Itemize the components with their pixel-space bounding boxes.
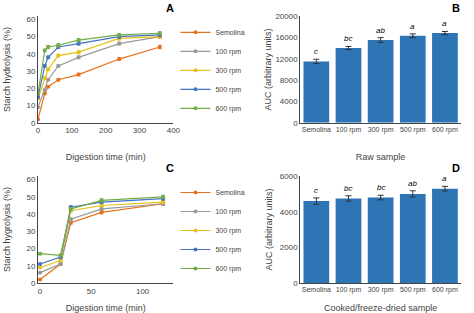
svg-text:30: 30 xyxy=(26,227,35,236)
svg-text:D: D xyxy=(452,162,460,174)
svg-text:6000: 6000 xyxy=(280,172,298,181)
svg-text:bc: bc xyxy=(377,183,385,192)
svg-text:bc: bc xyxy=(344,184,352,193)
svg-text:16000: 16000 xyxy=(275,33,298,42)
svg-text:500 rpm: 500 rpm xyxy=(400,126,426,134)
svg-text:200: 200 xyxy=(99,126,113,135)
svg-text:Starch hygrolysis (%): Starch hygrolysis (%) xyxy=(2,187,12,272)
svg-text:600 rpm: 600 rpm xyxy=(215,265,241,273)
svg-text:Digestion time (min): Digestion time (min) xyxy=(66,303,146,313)
svg-text:300: 300 xyxy=(133,126,147,135)
svg-text:Starch hydrolysis (%): Starch hydrolysis (%) xyxy=(2,27,12,112)
svg-text:Cooked/freeze-dried sample: Cooked/freeze-dried sample xyxy=(324,303,437,313)
svg-text:AUC (arbitrary units): AUC (arbitrary units) xyxy=(263,28,273,110)
svg-text:0: 0 xyxy=(38,287,43,296)
svg-text:400: 400 xyxy=(167,126,181,135)
svg-text:Semolina: Semolina xyxy=(215,29,244,36)
svg-text:4000: 4000 xyxy=(280,97,298,106)
svg-text:B: B xyxy=(452,2,460,14)
svg-text:300 rpm: 300 rpm xyxy=(215,67,241,75)
svg-text:0: 0 xyxy=(293,279,298,288)
svg-text:40: 40 xyxy=(26,210,35,219)
svg-text:100: 100 xyxy=(65,126,79,135)
svg-text:600 rpm: 600 rpm xyxy=(215,105,241,113)
svg-text:a: a xyxy=(410,22,415,31)
svg-text:Digestion time (min): Digestion time (min) xyxy=(66,152,146,162)
svg-text:Semolina: Semolina xyxy=(215,189,244,196)
svg-text:300 rpm: 300 rpm xyxy=(368,286,394,294)
svg-text:10: 10 xyxy=(26,262,35,271)
svg-text:500 rpm: 500 rpm xyxy=(215,246,241,254)
svg-text:AUC (arbitrary units): AUC (arbitrary units) xyxy=(264,189,274,271)
svg-text:100 rpm: 100 rpm xyxy=(215,48,241,56)
svg-text:C: C xyxy=(166,162,174,174)
svg-text:30: 30 xyxy=(26,67,35,76)
svg-text:20000: 20000 xyxy=(275,12,298,21)
svg-text:Semolina: Semolina xyxy=(302,126,331,133)
svg-text:60: 60 xyxy=(26,15,35,24)
svg-text:20: 20 xyxy=(26,84,35,93)
svg-text:40: 40 xyxy=(26,50,35,59)
svg-text:Raw sample: Raw sample xyxy=(356,152,406,162)
svg-text:0: 0 xyxy=(31,119,36,128)
svg-text:100: 100 xyxy=(136,287,150,296)
svg-text:bc: bc xyxy=(344,34,352,43)
svg-text:300 rpm: 300 rpm xyxy=(368,126,394,134)
svg-text:10: 10 xyxy=(26,101,35,110)
svg-text:100 rpm: 100 rpm xyxy=(336,126,362,134)
svg-text:50: 50 xyxy=(26,32,35,41)
svg-text:100 rpm: 100 rpm xyxy=(336,286,362,294)
svg-text:a: a xyxy=(442,19,447,28)
svg-text:50: 50 xyxy=(87,287,96,296)
svg-text:100 rpm: 100 rpm xyxy=(215,208,241,216)
svg-text:Semolina: Semolina xyxy=(302,286,331,293)
svg-text:600 rpm: 600 rpm xyxy=(432,286,458,294)
svg-text:500 rpm: 500 rpm xyxy=(400,286,426,294)
svg-text:0: 0 xyxy=(36,126,41,135)
svg-text:60: 60 xyxy=(26,175,35,184)
svg-text:A: A xyxy=(166,2,174,14)
svg-text:ab: ab xyxy=(376,26,385,35)
svg-text:20: 20 xyxy=(26,244,35,253)
svg-text:500 rpm: 500 rpm xyxy=(215,86,241,94)
svg-text:0: 0 xyxy=(293,119,298,128)
svg-text:4000: 4000 xyxy=(280,208,298,217)
svg-text:c: c xyxy=(314,186,318,195)
svg-text:c: c xyxy=(314,47,318,56)
svg-text:50: 50 xyxy=(26,193,35,202)
svg-text:8000: 8000 xyxy=(280,76,298,85)
svg-text:0: 0 xyxy=(31,279,36,288)
svg-text:12000: 12000 xyxy=(275,55,298,64)
svg-text:a: a xyxy=(442,174,447,183)
svg-text:600 rpm: 600 rpm xyxy=(432,126,458,134)
svg-text:2000: 2000 xyxy=(280,243,298,252)
svg-text:300 rpm: 300 rpm xyxy=(215,227,241,235)
svg-text:ab: ab xyxy=(408,179,417,188)
